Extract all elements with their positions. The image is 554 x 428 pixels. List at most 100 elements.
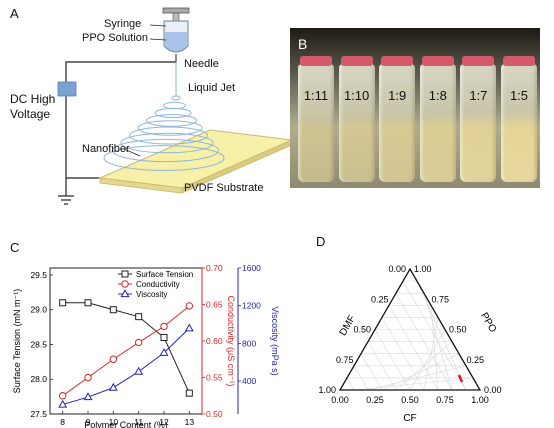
vial-cap: [381, 56, 414, 66]
axis-ppo-label: PPO: [478, 311, 498, 335]
legend-label: Viscosity: [136, 290, 167, 299]
grid-line: [381, 317, 425, 391]
data-point: [58, 392, 67, 400]
grid-line: [395, 293, 453, 391]
grid-line: [409, 329, 446, 391]
x-tick-label: 12: [159, 417, 169, 427]
y-right1-tick-label: 0.60: [206, 336, 223, 346]
vial: [460, 64, 497, 182]
vial-ratio-label: 1:11: [303, 88, 329, 103]
series-line: [62, 302, 190, 394]
vials-photo: B 1:11 1:10 1:9 1:8 1:7 1:5: [290, 28, 540, 188]
nanofiber-spiral: [103, 95, 225, 171]
panel-b-label: B: [298, 36, 308, 52]
spiral-loop: [120, 132, 214, 154]
plot-frame: [49, 267, 203, 415]
y-left-tick-label: 29.5: [30, 270, 47, 280]
data-point: [121, 280, 129, 288]
electrospinning-schematic: [57, 7, 294, 205]
data-point: [160, 334, 168, 342]
data-point: [59, 299, 67, 307]
vial: [298, 64, 334, 182]
y-right2-tick-label: 800: [242, 338, 256, 348]
spiral-loop: [146, 114, 197, 127]
spiral-loop: [171, 95, 181, 101]
y-left-tick-label: 29.0: [30, 305, 47, 315]
grid-line: [388, 305, 439, 391]
axis-cf-label: CF: [403, 413, 416, 424]
vial: [379, 64, 416, 182]
vial-cap: [462, 56, 495, 66]
vial-ratio-label: 1:9: [388, 88, 407, 103]
grid-line: [430, 305, 439, 391]
series-line: [62, 305, 190, 397]
grid-line: [360, 353, 383, 391]
panel-a-leaders: [123, 24, 167, 157]
vial: [419, 64, 456, 182]
ternary-triangle: [338, 267, 482, 391]
syringe-label: Syringe: [104, 18, 142, 30]
right-tick-label: 0.75: [432, 294, 450, 304]
y-left-label: Surface Tension (mN m⁻¹): [12, 289, 22, 394]
left-tick-label: 0.75: [336, 355, 354, 365]
nanofiber-label: Nanofiber: [82, 143, 130, 155]
polymer-properties-chart: 8 9 10 11 12 13 27.5 28.0 28.5 29.0 29.5 0.50 0.55 0.…: [12, 263, 280, 428]
data-point: [84, 299, 92, 307]
needle-label: Needle: [184, 58, 219, 70]
grid-line: [353, 365, 369, 391]
right-tick-label: 0.25: [467, 355, 485, 365]
bottom-tick-label: 1.00: [471, 395, 489, 405]
ppo-solution-fill: [165, 32, 187, 52]
left-tick-label: 0.50: [353, 325, 371, 335]
vial-cap: [503, 56, 535, 66]
x-axis-label: Polymer Content (%): [84, 420, 168, 428]
vial-ratio-label: 1:8: [428, 88, 447, 103]
y-left-tick-label: 28.5: [30, 339, 47, 349]
bottom-tick-label: 0.25: [366, 395, 384, 405]
dc-power-box: [57, 81, 77, 97]
vial-ratio-label: 1:10: [343, 88, 370, 103]
y-right1-tick-label: 0.55: [206, 373, 223, 383]
vial: [501, 64, 537, 182]
data-point: [134, 338, 143, 347]
x-tick-label: 8: [60, 417, 65, 427]
grid-line: [374, 329, 411, 391]
grid-line: [346, 377, 355, 391]
data-point: [58, 399, 68, 408]
y-right1-tick-label: 0.70: [206, 263, 223, 273]
x-tick-label: 11: [134, 417, 143, 427]
wire-top: [65, 61, 176, 86]
data-point: [120, 289, 130, 298]
panel-a-label: A: [10, 6, 19, 21]
data-point: [185, 389, 193, 397]
data-point: [108, 382, 118, 391]
series-line: [62, 327, 190, 406]
data-point: [84, 373, 92, 382]
vial-cap: [421, 56, 454, 66]
right-tick-label: 0.50: [449, 325, 467, 335]
panel-c-label: C: [10, 240, 20, 255]
y-right1-tick-label: 0.50: [206, 409, 223, 419]
voltage-label: Voltage: [10, 107, 51, 121]
x-tick-label: 9: [86, 417, 91, 427]
right-tick-label: 1.00: [414, 264, 432, 274]
composition-region-mark: [457, 374, 464, 383]
grid-line: [416, 280, 467, 391]
legend-label: Conductivity: [136, 280, 180, 289]
vial-cap: [300, 56, 332, 66]
y-right1-tick-label: 0.65: [206, 300, 223, 310]
vial-ratio-label: 1:5: [509, 88, 529, 103]
liquid-jet-label: Liquid Jet: [188, 82, 236, 94]
data-point: [159, 347, 169, 356]
spiral-loop: [137, 120, 203, 136]
data-point: [109, 306, 117, 314]
dc-high-label: DC High: [10, 92, 56, 106]
grid-line: [367, 341, 397, 391]
vial-ratio-label: 1:7: [469, 88, 488, 103]
data-point: [185, 302, 194, 310]
data-point: [135, 313, 143, 321]
right-tick-label: 0.00: [484, 385, 502, 395]
y-left-tick-label: 28.0: [30, 374, 47, 384]
grid-line: [402, 280, 467, 391]
ppo-solution-label: PPO Solution: [82, 32, 149, 44]
